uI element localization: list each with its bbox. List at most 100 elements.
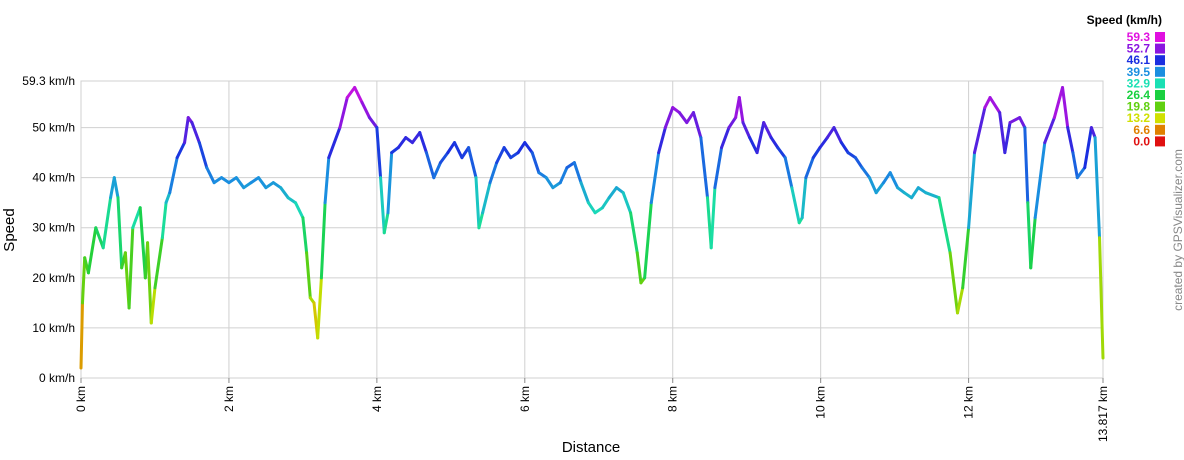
line-segment bbox=[783, 156, 794, 190]
x-tick-label: 13.817 km bbox=[1096, 386, 1110, 442]
line-segment bbox=[190, 121, 201, 145]
line-segment bbox=[410, 131, 422, 145]
line-segment bbox=[197, 141, 209, 170]
x-tick-label: 12 km bbox=[962, 386, 976, 419]
line-segment bbox=[1089, 126, 1097, 140]
line-segment bbox=[973, 106, 987, 155]
legend-label: 59.3 bbox=[1127, 30, 1151, 44]
line-segment bbox=[294, 201, 305, 220]
line-segment bbox=[375, 126, 383, 180]
line-segment bbox=[1033, 141, 1047, 220]
line-segment bbox=[860, 166, 871, 180]
line-segment bbox=[818, 136, 829, 150]
line-segment bbox=[418, 131, 428, 155]
line-segment bbox=[432, 161, 442, 180]
line-segment bbox=[279, 186, 290, 200]
line-segment bbox=[998, 111, 1007, 155]
line-segment bbox=[544, 176, 555, 190]
legend-swatch bbox=[1155, 124, 1165, 135]
line-segment bbox=[523, 141, 534, 155]
legend-label: 32.9 bbox=[1127, 76, 1151, 90]
line-segment bbox=[319, 201, 327, 280]
line-segment bbox=[691, 111, 703, 140]
legend-title: Speed (km/h) bbox=[1087, 13, 1162, 27]
line-segment bbox=[741, 121, 752, 140]
line-segment bbox=[804, 156, 815, 180]
line-segment bbox=[467, 146, 478, 180]
line-segment bbox=[305, 251, 312, 300]
line-segment bbox=[874, 181, 886, 195]
line-segment bbox=[649, 151, 661, 205]
line-segment bbox=[621, 191, 633, 215]
line-segment bbox=[234, 176, 246, 190]
line-segment bbox=[720, 126, 731, 150]
line-segment bbox=[94, 226, 105, 250]
line-segment bbox=[1075, 166, 1087, 180]
line-segment bbox=[643, 201, 653, 280]
legend-label: 6.6 bbox=[1133, 123, 1150, 137]
line-segment bbox=[657, 126, 667, 155]
y-tick-label: 20 km/h bbox=[32, 271, 75, 285]
legend-swatch bbox=[1155, 101, 1165, 112]
line-segment bbox=[1018, 116, 1027, 130]
line-segment bbox=[149, 286, 157, 325]
line-segment bbox=[790, 186, 801, 225]
line-segment bbox=[961, 226, 971, 290]
line-segment bbox=[600, 196, 611, 210]
line-segment bbox=[663, 106, 675, 130]
line-segment bbox=[488, 161, 499, 185]
line-segment bbox=[168, 156, 179, 195]
line-segment bbox=[205, 166, 216, 185]
line-segment bbox=[762, 121, 773, 140]
line-segment bbox=[502, 146, 513, 160]
line-segment bbox=[353, 86, 364, 105]
legend-label: 52.7 bbox=[1127, 42, 1151, 56]
y-axis-title: Speed bbox=[1, 208, 18, 251]
line-segment bbox=[116, 196, 124, 270]
line-segment bbox=[832, 126, 843, 145]
line-segment bbox=[709, 186, 717, 250]
line-segment bbox=[301, 216, 309, 255]
line-segment bbox=[146, 241, 153, 325]
line-segment bbox=[153, 236, 164, 290]
line-segment bbox=[586, 201, 597, 215]
line-segment bbox=[446, 141, 457, 155]
credit: created by GPSVisualizer.com bbox=[1171, 149, 1184, 311]
line-segment bbox=[677, 111, 689, 125]
line-segment bbox=[101, 196, 113, 250]
legend-swatch bbox=[1155, 43, 1165, 54]
line-segment bbox=[530, 151, 541, 175]
legend-label: 46.1 bbox=[1127, 53, 1151, 67]
line-segment bbox=[607, 186, 619, 200]
y-tick-label: 40 km/h bbox=[32, 171, 75, 185]
line-segment bbox=[853, 156, 864, 170]
legend-label: 13.2 bbox=[1127, 111, 1151, 125]
line-segment bbox=[382, 211, 390, 235]
line-segment bbox=[127, 226, 135, 310]
line-segment bbox=[776, 146, 787, 160]
line-segment bbox=[453, 141, 464, 160]
line-segment bbox=[988, 96, 1002, 115]
line-segment bbox=[1029, 216, 1037, 270]
line-segment bbox=[769, 136, 780, 150]
line-segment bbox=[323, 156, 331, 205]
line-segment bbox=[424, 151, 436, 180]
line-segment bbox=[257, 176, 268, 190]
line-segment bbox=[839, 141, 850, 155]
line-segment bbox=[635, 251, 643, 285]
line-segment bbox=[164, 191, 172, 205]
plot-frame bbox=[80, 80, 1104, 379]
line-segment bbox=[79, 301, 84, 370]
line-segment bbox=[367, 116, 379, 130]
line-segment bbox=[579, 181, 590, 205]
line-segment bbox=[183, 116, 190, 145]
legend-swatch bbox=[1155, 136, 1165, 147]
legend-swatch bbox=[1155, 90, 1165, 100]
line-segment bbox=[112, 176, 120, 200]
y-tick-label: 59.3 km/h bbox=[22, 74, 75, 88]
line-segment bbox=[948, 251, 960, 315]
line-segment bbox=[629, 211, 639, 255]
y-tick-label: 0 km/h bbox=[39, 371, 75, 385]
x-axis-title: Distance bbox=[562, 439, 620, 456]
